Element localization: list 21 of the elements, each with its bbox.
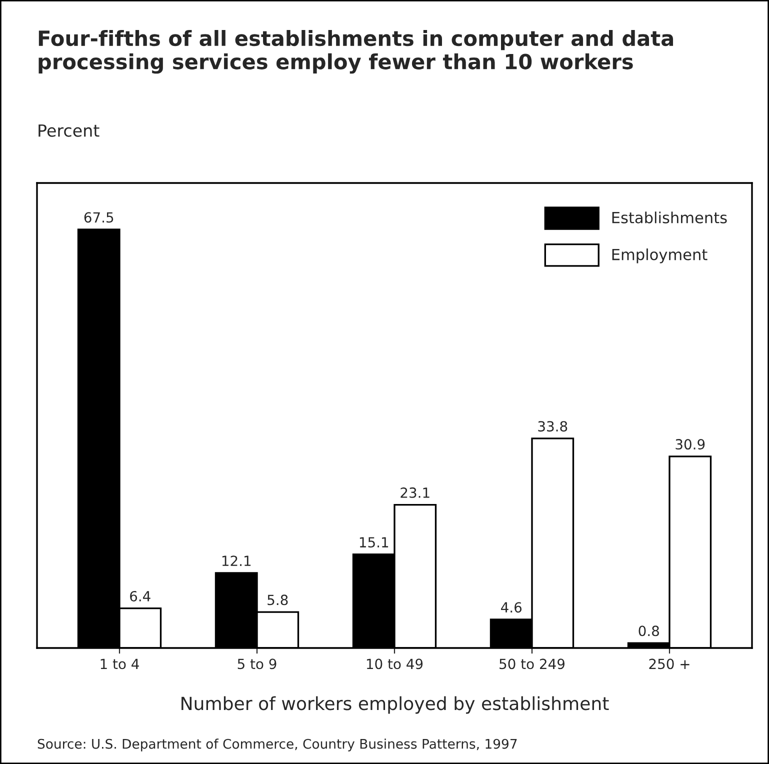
x-tick-label: 250 + xyxy=(649,658,690,670)
data-label: 12.1 xyxy=(222,556,251,566)
data-label: 5.8 xyxy=(268,594,288,606)
legend-label: Employment xyxy=(612,248,708,264)
data-label: 0.8 xyxy=(638,626,659,636)
x-tick-label: 10 to 49 xyxy=(366,658,423,670)
data-label: 33.8 xyxy=(538,421,568,432)
data-label: 30.9 xyxy=(676,439,705,450)
data-label: 4.6 xyxy=(501,602,522,613)
x-tick-label: 50 to 249 xyxy=(500,658,564,670)
x-tick-label: 5 to 9 xyxy=(238,658,276,670)
y-axis-title: Percent xyxy=(38,124,100,137)
legend-label: Establishments xyxy=(612,212,727,224)
data-label: 67.5 xyxy=(84,212,114,223)
x-axis-title: Number of workers employed by establishment xyxy=(182,696,609,714)
data-label: 15.1 xyxy=(360,537,388,548)
data-label: 6.4 xyxy=(130,590,150,602)
x-tick-label: 1 to 4 xyxy=(100,658,139,670)
data-label: 23.1 xyxy=(400,487,430,498)
chart-title: Four-fifths of all establishments in computer and data processing services employ fewer than 10 workers xyxy=(38,30,674,74)
source-note: Source: U.S. Department of Commerce, Country Business Patterns, 1997 xyxy=(38,738,517,752)
